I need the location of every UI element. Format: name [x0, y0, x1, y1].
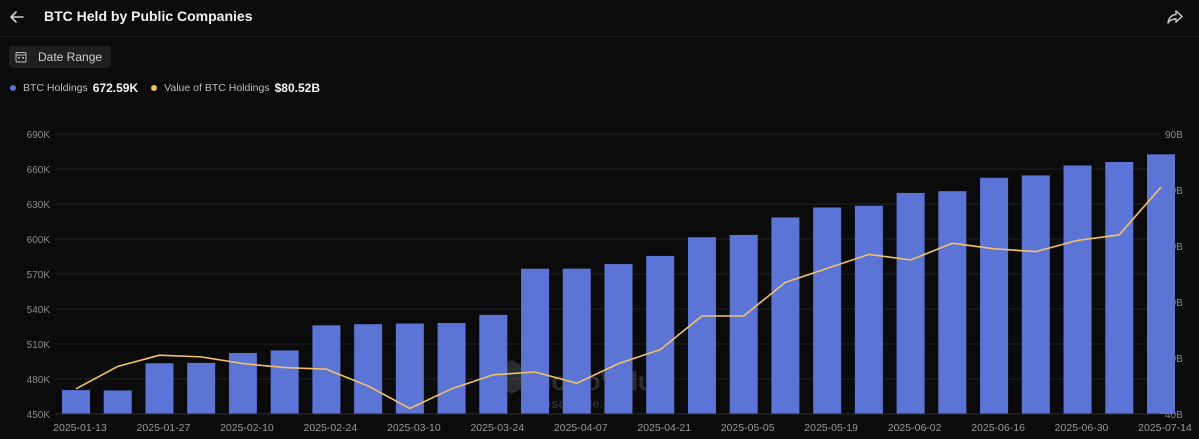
- y-left-tick-label: 690K: [27, 130, 51, 141]
- header-bar: BTC Held by Public Companies: [0, 0, 1199, 37]
- bar-btc-holdings: [1021, 175, 1050, 414]
- bar-btc-holdings: [437, 323, 466, 414]
- bar-btc-holdings: [1105, 162, 1134, 414]
- y-left-tick-label: 450K: [27, 410, 51, 421]
- page-title: BTC Held by Public Companies: [44, 8, 253, 24]
- bar-btc-holdings: [980, 177, 1009, 414]
- bar-btc-holdings: [687, 237, 716, 414]
- bar-btc-holdings: [1147, 154, 1175, 414]
- bar-btc-holdings: [521, 268, 550, 414]
- date-range-button[interactable]: Date Range: [9, 46, 112, 68]
- x-tick-label: 2025-06-30: [1055, 422, 1109, 434]
- bar-btc-holdings: [145, 363, 174, 414]
- legend-value: 672.59K: [92, 81, 139, 95]
- x-tick-label: 2025-02-10: [220, 422, 274, 434]
- y-left-tick-label: 630K: [27, 200, 51, 211]
- legend-item-btc-holdings[interactable]: BTC Holdings 672.59K: [10, 81, 138, 95]
- chart-legend: BTC Holdings 672.59K Value of BTC Holdin…: [10, 81, 333, 95]
- bar-btc-holdings: [646, 255, 675, 414]
- y-left-tick-label: 510K: [27, 340, 51, 351]
- bar-btc-holdings: [896, 192, 925, 414]
- legend-label: BTC Holdings: [23, 82, 88, 94]
- bar-btc-holdings: [1063, 165, 1092, 414]
- arrow-left-icon[interactable]: [6, 6, 28, 28]
- x-tick-label: 2025-06-02: [888, 422, 942, 434]
- share-icon[interactable]: [1165, 7, 1185, 27]
- y-right-tick-label: 90B: [1165, 130, 1183, 141]
- legend-item-value-of-btc-holdings[interactable]: Value of BTC Holdings $80.52B: [151, 81, 320, 95]
- bar-btc-holdings: [604, 264, 633, 414]
- bar-btc-holdings: [938, 191, 967, 414]
- x-tick-label: 2025-01-13: [53, 422, 107, 434]
- x-tick-label: 2025-01-27: [137, 422, 191, 434]
- x-tick-label: 2025-04-07: [554, 422, 608, 434]
- x-tick-label: 2025-03-10: [387, 422, 441, 434]
- y-left-tick-label: 480K: [27, 375, 51, 386]
- x-tick-label: 2025-03-24: [470, 422, 524, 434]
- bar-btc-holdings: [62, 390, 90, 414]
- bar-btc-holdings: [729, 234, 758, 414]
- x-tick-label: 2025-05-05: [721, 422, 775, 434]
- y-left-tick-label: 600K: [27, 235, 51, 246]
- x-tick-label: 2025-06-16: [971, 422, 1025, 434]
- bar-btc-holdings: [395, 323, 424, 414]
- bar-btc-holdings: [479, 314, 508, 414]
- bar-btc-holdings: [854, 205, 883, 414]
- bar-btc-holdings: [562, 268, 591, 414]
- x-tick-label: 2025-05-19: [804, 422, 858, 434]
- bar-btc-holdings: [813, 207, 842, 414]
- x-tick-label: 2025-02-24: [304, 422, 358, 434]
- x-tick-label: 2025-04-21: [637, 422, 691, 434]
- legend-dot-value-of-btc-holdings: [151, 85, 158, 91]
- calendar-icon: [15, 52, 27, 63]
- bar-btc-holdings: [270, 350, 299, 414]
- line-value-of-btc-holdings: [75, 186, 1162, 410]
- legend-dot-btc-holdings: [10, 85, 16, 91]
- x-tick-label: 2025-07-14: [1138, 422, 1192, 434]
- bar-btc-holdings: [354, 324, 383, 414]
- bar-btc-holdings: [771, 217, 800, 414]
- y-left-tick-label: 570K: [27, 270, 51, 281]
- legend-value: $80.52B: [274, 81, 320, 95]
- date-range-label: Date Range: [38, 50, 103, 64]
- bar-btc-holdings: [103, 390, 132, 414]
- y-left-tick-label: 540K: [27, 305, 51, 316]
- chart-area: 450K480K510K540K570K600K630K660K690K40B5…: [27, 130, 1192, 434]
- y-right-tick-label: 40B: [1165, 410, 1183, 421]
- bar-btc-holdings: [187, 362, 216, 414]
- legend-label: Value of BTC Holdings: [164, 82, 270, 94]
- y-left-tick-label: 660K: [27, 165, 51, 176]
